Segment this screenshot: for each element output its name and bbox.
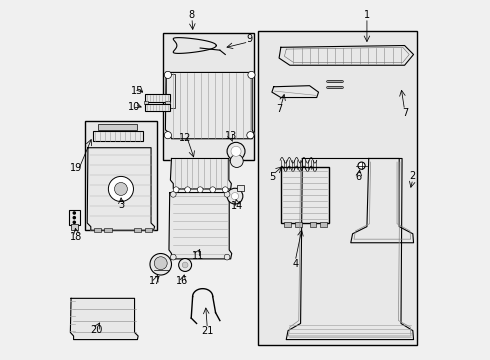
Circle shape: [358, 162, 365, 169]
Text: 11: 11: [192, 251, 204, 261]
Circle shape: [150, 253, 172, 275]
Circle shape: [73, 221, 75, 224]
Circle shape: [224, 192, 230, 197]
Text: 14: 14: [231, 201, 243, 211]
Bar: [71, 224, 78, 230]
Text: 18: 18: [70, 232, 82, 242]
Text: 13: 13: [225, 131, 238, 141]
Text: 5: 5: [269, 172, 275, 182]
Text: 7: 7: [402, 108, 409, 118]
Text: 21: 21: [201, 326, 214, 336]
Circle shape: [154, 257, 167, 270]
Circle shape: [210, 187, 216, 193]
Circle shape: [171, 254, 176, 260]
Bar: [94, 228, 101, 232]
Text: 7: 7: [276, 104, 283, 114]
Polygon shape: [286, 158, 414, 339]
Circle shape: [231, 146, 241, 156]
Text: 19: 19: [71, 163, 83, 173]
Text: 10: 10: [128, 102, 140, 112]
Bar: [146, 94, 171, 102]
Circle shape: [230, 154, 243, 167]
Circle shape: [227, 188, 243, 204]
Text: 12: 12: [178, 133, 191, 143]
Text: 17: 17: [149, 276, 162, 286]
Bar: [237, 185, 245, 192]
Circle shape: [108, 176, 133, 202]
Circle shape: [73, 212, 75, 214]
Text: 3: 3: [118, 200, 124, 210]
Circle shape: [248, 71, 255, 78]
Bar: [144, 101, 148, 104]
Bar: [85, 121, 157, 230]
Circle shape: [227, 142, 245, 160]
Text: 2: 2: [410, 171, 416, 181]
Bar: [69, 210, 80, 225]
Circle shape: [222, 187, 228, 193]
Bar: [310, 222, 316, 226]
Text: 9: 9: [246, 35, 252, 44]
Circle shape: [115, 183, 127, 195]
Polygon shape: [279, 45, 414, 65]
Text: 1: 1: [364, 10, 370, 20]
Bar: [166, 74, 175, 108]
Bar: [285, 222, 291, 226]
Bar: [281, 167, 329, 223]
Polygon shape: [272, 86, 319, 98]
Polygon shape: [166, 72, 254, 139]
Polygon shape: [71, 298, 138, 339]
Circle shape: [247, 132, 254, 139]
Bar: [146, 104, 171, 111]
Polygon shape: [171, 158, 231, 189]
Polygon shape: [351, 158, 414, 243]
Circle shape: [164, 71, 171, 78]
Bar: [258, 31, 417, 345]
Polygon shape: [169, 193, 232, 259]
Circle shape: [171, 192, 176, 197]
Text: 16: 16: [176, 276, 188, 286]
Text: 4: 4: [292, 259, 298, 269]
Text: 15: 15: [131, 86, 144, 96]
Circle shape: [164, 132, 171, 139]
Bar: [145, 228, 152, 232]
Circle shape: [182, 262, 188, 268]
Circle shape: [179, 258, 192, 271]
Text: 20: 20: [90, 325, 102, 335]
Bar: [93, 131, 143, 141]
Circle shape: [197, 187, 203, 193]
Bar: [98, 125, 137, 130]
Bar: [295, 222, 302, 226]
Circle shape: [73, 217, 75, 219]
Circle shape: [185, 187, 191, 193]
Circle shape: [231, 193, 239, 200]
Bar: [134, 228, 141, 232]
Circle shape: [224, 254, 230, 260]
Bar: [104, 228, 112, 232]
Circle shape: [173, 187, 179, 193]
Bar: [163, 33, 254, 160]
Text: 6: 6: [355, 172, 361, 182]
Text: 8: 8: [189, 10, 195, 20]
Polygon shape: [87, 148, 155, 230]
Bar: [166, 101, 170, 104]
Bar: [320, 222, 327, 226]
